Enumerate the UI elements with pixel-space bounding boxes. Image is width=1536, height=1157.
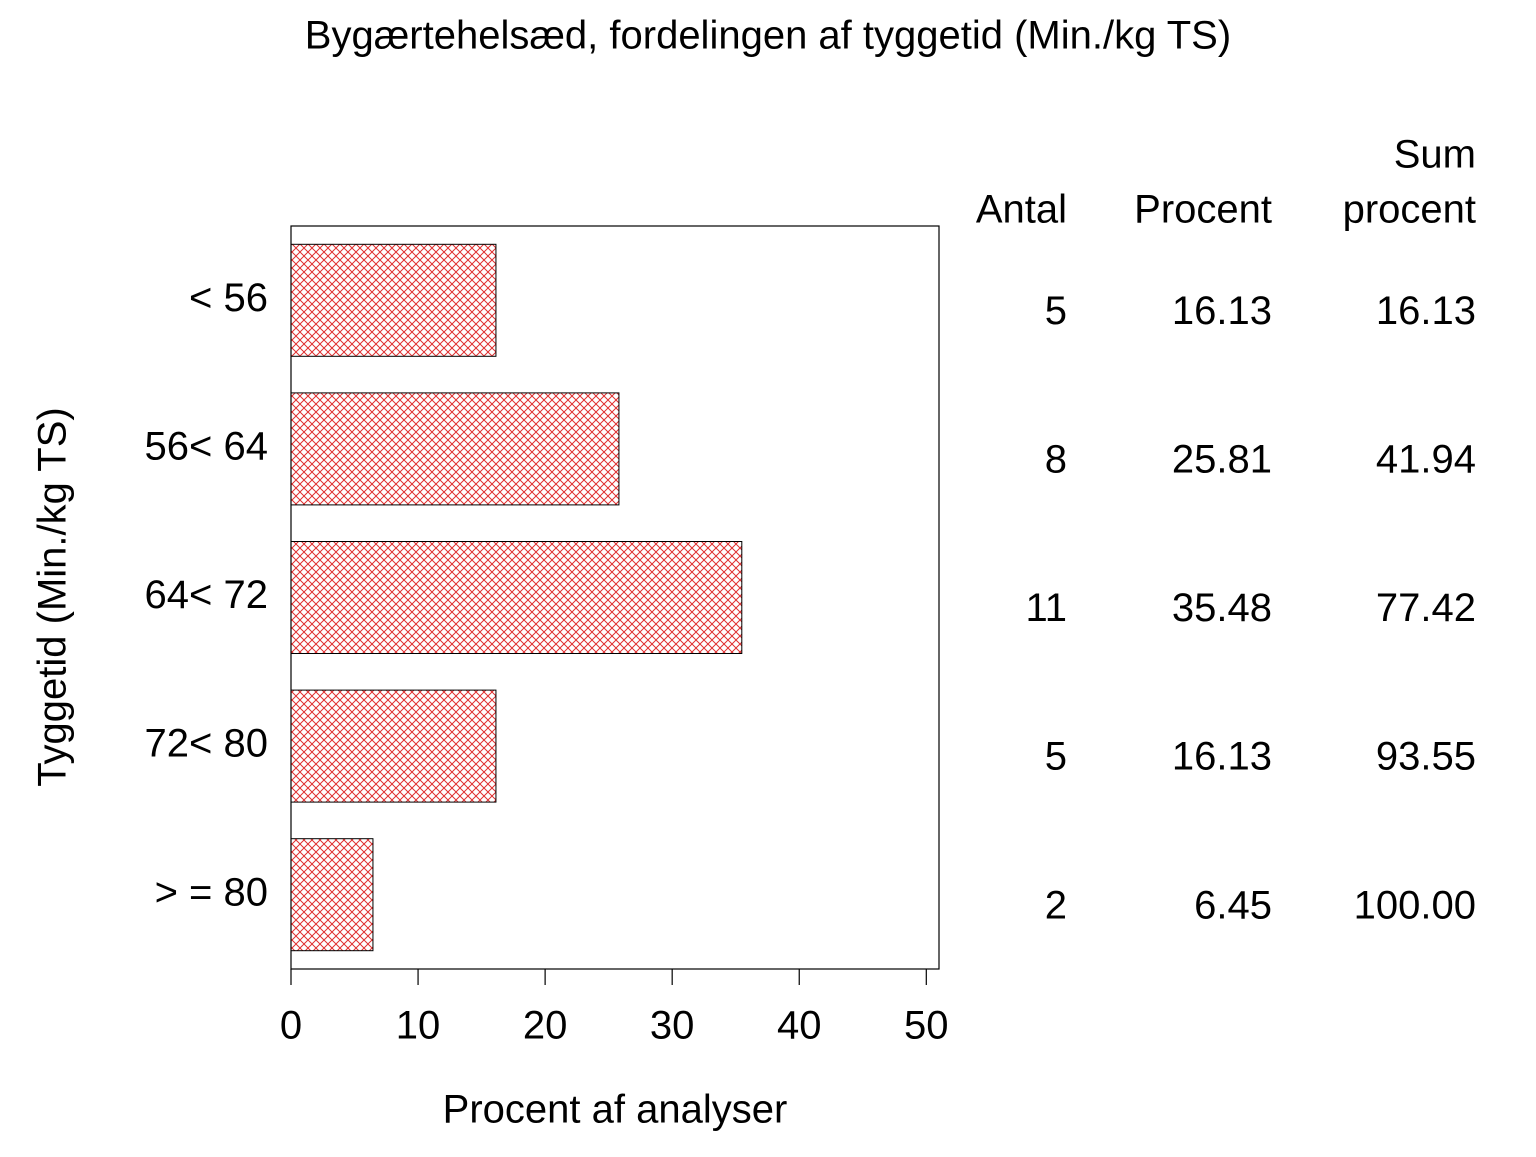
x-axis-label: Procent af analyser [443,1088,788,1132]
y-tick-label: 72< 80 [145,722,268,766]
x-tick-label: 40 [777,1004,822,1048]
x-tick-label: 0 [280,1004,302,1048]
table-cell: 16.13 [1172,289,1272,333]
table-cell: 5 [1045,289,1067,333]
x-tick-label: 20 [523,1004,568,1048]
x-tick-label: 10 [396,1004,441,1048]
table-cell: 77.42 [1376,586,1476,630]
table-cell: 5 [1045,735,1067,779]
y-tick-label: 56< 64 [145,424,268,468]
table-cell: 8 [1045,437,1067,481]
chart-title: Bygærtehelsæd, fordelingen af tyggetid (… [305,14,1231,58]
bar [290,541,743,654]
x-tick-label: 30 [650,1004,695,1048]
y-axis-label: Tyggetid (Min./kg TS) [31,407,75,786]
table-cell: 6.45 [1194,883,1272,927]
table-cell: 93.55 [1376,735,1476,779]
table-header: Antal [976,188,1067,232]
bar [290,689,497,803]
bar [290,243,497,357]
table-header: Procent [1134,188,1272,232]
table-header: procent [1343,188,1476,232]
table-cell: 41.94 [1376,437,1476,481]
table-cell: 2 [1045,883,1067,927]
bar [290,838,374,952]
y-tick-label: > = 80 [155,870,268,914]
table-cell: 35.48 [1172,586,1272,630]
y-tick-label: < 56 [189,276,268,320]
table-cell: 25.81 [1172,437,1272,481]
x-tick-label: 50 [904,1004,949,1048]
table-header: Sum [1394,133,1476,177]
table-cell: 100.00 [1354,883,1476,927]
table-cell: 11 [1025,586,1067,630]
y-tick-label: 64< 72 [145,573,268,617]
bar [290,392,620,506]
table-cell: 16.13 [1376,289,1476,333]
table-cell: 16.13 [1172,735,1272,779]
